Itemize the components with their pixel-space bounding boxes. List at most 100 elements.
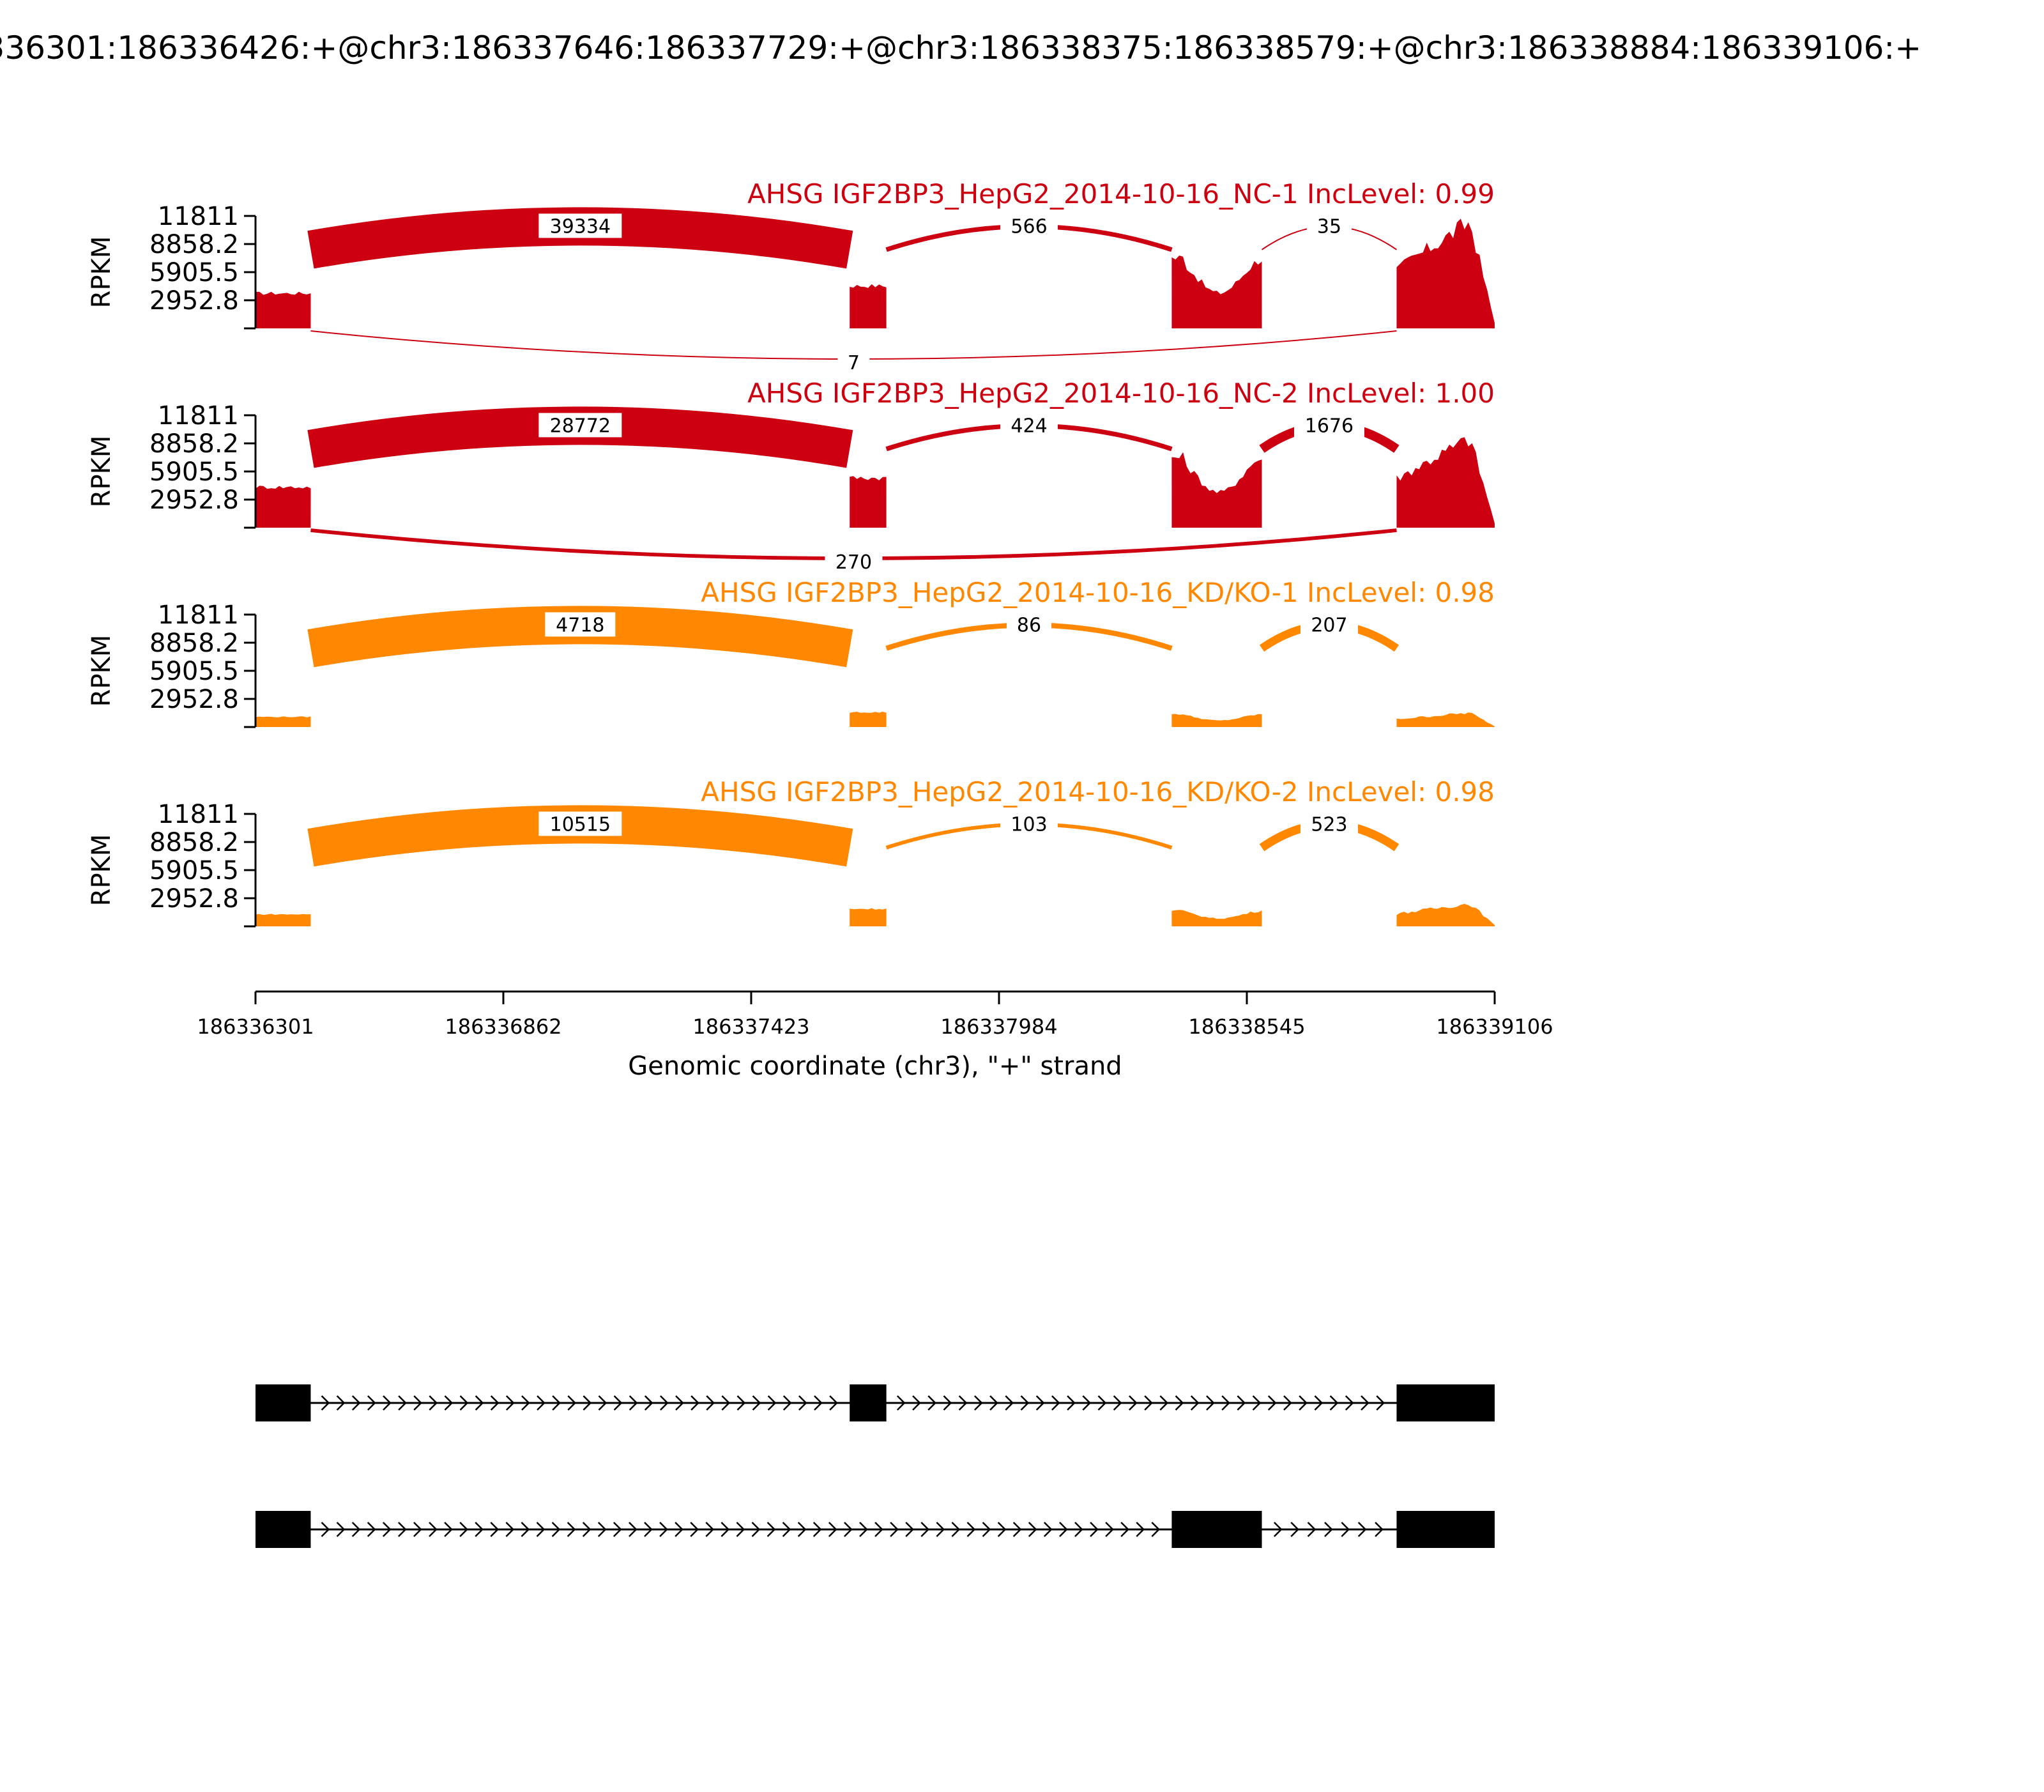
strand-arrow (859, 1522, 868, 1537)
strand-arrow (351, 1395, 361, 1411)
strand-arrow (927, 1395, 937, 1411)
junction-label-box (1306, 213, 1352, 238)
exon-coverage (850, 284, 887, 328)
junction-count: 424 (1011, 415, 1047, 437)
y-tick-label: 11811 (158, 401, 239, 431)
strand-arrow (1020, 1395, 1030, 1411)
junction-label-box (538, 811, 622, 836)
strand-arrow (336, 1395, 346, 1411)
strand-arrow (583, 1395, 592, 1411)
isoform-exon (1396, 1511, 1495, 1548)
sample-panel: 10515 103 523 AHSG IGF2BP3_HepG2_2014-10-16… (87, 776, 1495, 928)
junction-count: 523 (1311, 813, 1347, 836)
strand-arrow (490, 1522, 500, 1537)
strand-arrow (782, 1395, 792, 1411)
y-tick-label: 8858.2 (149, 629, 239, 658)
strand-arrow (751, 1522, 761, 1537)
x-tick-label: 186337984 (940, 1015, 1057, 1039)
strand-arrow (1051, 1395, 1060, 1411)
strand-arrow (1221, 1395, 1230, 1411)
isoform-exon (1171, 1511, 1262, 1548)
x-axis: 186336301 186336862 186337423 186337984 1863… (197, 990, 1553, 1039)
strand-arrow (552, 1395, 561, 1411)
strand-arrow (336, 1522, 346, 1537)
junction-label-box (1300, 811, 1358, 836)
junction-label-box (1000, 213, 1058, 238)
strand-arrow (613, 1522, 622, 1537)
strand-arrow (475, 1395, 484, 1411)
strand-arrow (459, 1395, 469, 1411)
strand-arrow (444, 1522, 453, 1537)
x-tick-label: 186338545 (1188, 1015, 1305, 1039)
strand-arrow (1290, 1522, 1300, 1537)
panel-title: AHSG IGF2BP3_HepG2_2014-10-16_KD/KO-1 In… (701, 577, 1495, 608)
y-tick-label: 8858.2 (149, 828, 239, 857)
y-tick-label: 5905.5 (149, 258, 239, 287)
strand-arrow (1136, 1522, 1145, 1537)
strand-arrow (1005, 1395, 1014, 1411)
y-tick-label: 2952.8 (149, 286, 239, 316)
isoform-track (256, 1384, 1495, 1421)
strand-arrow (521, 1395, 530, 1411)
strand-arrow (1267, 1395, 1277, 1411)
strand-arrow (706, 1395, 715, 1411)
strand-arrow (1159, 1395, 1169, 1411)
y-axis-label: RPKM (87, 834, 116, 907)
strand-arrow (321, 1395, 330, 1411)
strand-arrow (1043, 1522, 1053, 1537)
exon-coverage (1171, 256, 1262, 328)
strand-arrow (766, 1522, 776, 1537)
strand-arrow (829, 1395, 838, 1411)
exon-coverage (1171, 714, 1262, 727)
strand-arrow (1307, 1522, 1316, 1537)
strand-arrow (989, 1395, 998, 1411)
isoform-exon (256, 1511, 311, 1548)
y-tick-label: 11811 (158, 601, 239, 630)
strand-arrow (1113, 1395, 1122, 1411)
exon-coverage (1396, 218, 1495, 328)
strand-arrow (629, 1522, 637, 1537)
strand-arrow (828, 1522, 837, 1537)
strand-arrow (705, 1522, 715, 1537)
strand-arrow (383, 1395, 392, 1411)
strand-arrow (1097, 1395, 1107, 1411)
strand-arrow (367, 1395, 376, 1411)
strand-arrow (644, 1395, 653, 1411)
strand-arrow (1283, 1395, 1292, 1411)
exon-coverage (850, 908, 887, 926)
isoform-tracks (256, 1384, 1495, 1548)
strand-arrow (536, 1522, 545, 1537)
strand-arrow (814, 1395, 823, 1411)
strand-arrow (1273, 1522, 1283, 1537)
y-tick-label: 2952.8 (149, 486, 239, 515)
strand-arrow (475, 1522, 484, 1537)
strand-arrow (1376, 1395, 1385, 1411)
junction-count: 86 (1017, 614, 1041, 636)
strand-arrow (752, 1395, 761, 1411)
junction-label-box (1000, 811, 1058, 836)
strand-arrow (613, 1395, 623, 1411)
strand-arrow (351, 1522, 361, 1537)
y-tick-label: 2952.8 (149, 884, 239, 914)
strand-arrow (690, 1395, 699, 1411)
sample-panels: 39334 566 35 7 AHSG IGF2BP3_HepG2_2014-10-16… (87, 178, 1495, 928)
strand-arrow (782, 1522, 791, 1537)
strand-arrow (1314, 1395, 1323, 1411)
junction-count: 10515 (550, 813, 611, 836)
junction-label-box (1293, 413, 1364, 438)
strand-arrow (675, 1395, 684, 1411)
junction-label-box (1000, 413, 1058, 438)
y-tick-label: 5905.5 (149, 856, 239, 885)
junction-label-box (825, 549, 883, 574)
strand-arrow (997, 1522, 1007, 1537)
y-tick-label: 8858.2 (149, 230, 239, 259)
chart-title: chr3:186336301:186336426:+@chr3:18633764… (0, 29, 1921, 66)
exon-coverage (850, 712, 887, 727)
exon-coverage (1171, 452, 1262, 528)
strand-arrow (1375, 1522, 1384, 1537)
strand-arrow (1357, 1522, 1367, 1537)
junction-count: 4718 (556, 614, 604, 636)
junction-label-box (1007, 612, 1052, 637)
